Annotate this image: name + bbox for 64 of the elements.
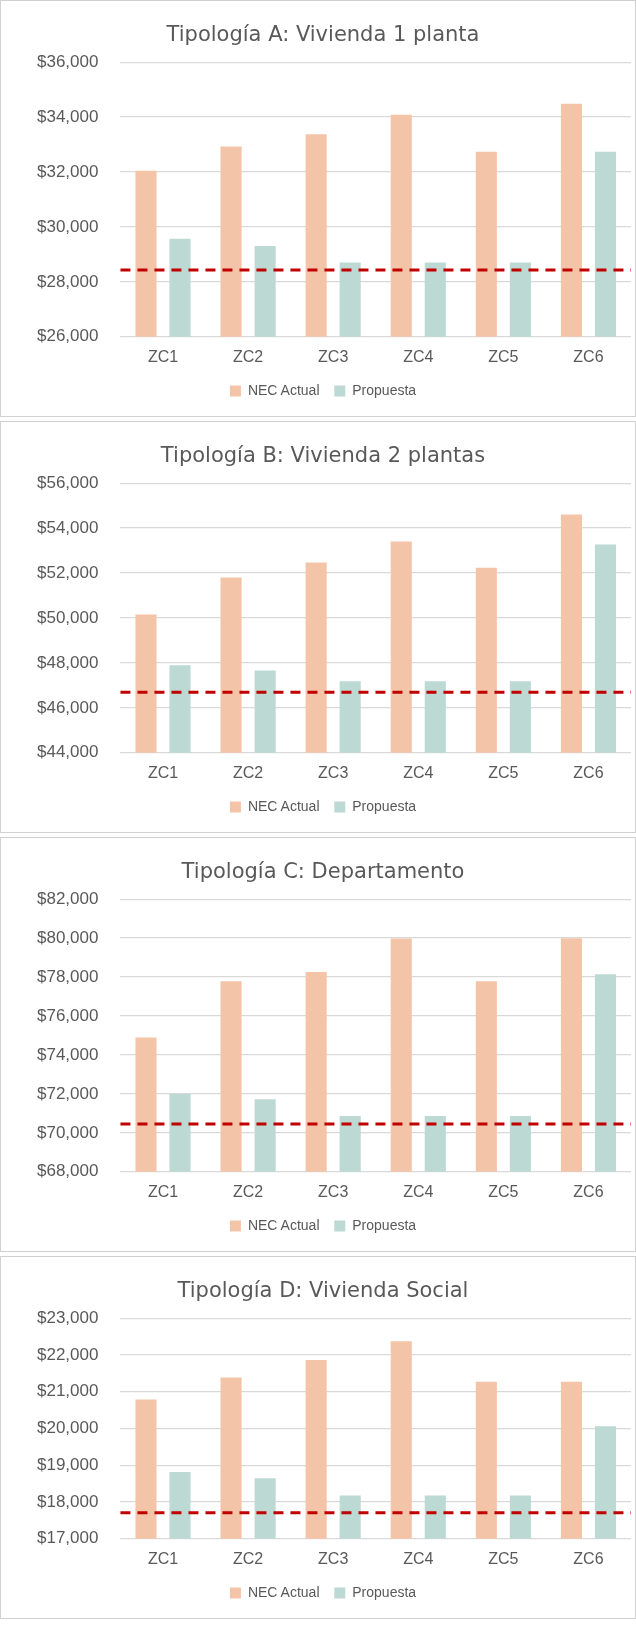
- y-tick-label: $78,000: [37, 966, 99, 986]
- x-tick-label: ZC1: [147, 1549, 179, 1567]
- x-tick-label: ZC6: [573, 1549, 604, 1567]
- x-tick-label: ZC3: [318, 1182, 349, 1200]
- x-tick-label: ZC4: [403, 763, 434, 781]
- y-tick-label: $36,000: [37, 51, 99, 71]
- legend-label: Propuesta: [352, 381, 417, 398]
- legend-label: NEC Actual: [247, 797, 320, 814]
- y-tick-label: $20,000: [37, 1418, 99, 1438]
- x-tick-label: ZC3: [318, 763, 349, 781]
- x-tick-label: ZC1: [147, 763, 179, 781]
- legend-label: Propuesta: [352, 797, 417, 814]
- y-tick-label: $52,000: [37, 562, 99, 582]
- y-tick-label: $18,000: [37, 1491, 99, 1511]
- y-tick-label: $21,000: [37, 1381, 99, 1401]
- y-tick-label: $26,000: [37, 326, 99, 346]
- y-tick-label: $34,000: [37, 106, 99, 126]
- x-tick-label: ZC6: [573, 347, 604, 365]
- x-tick-label: ZC2: [232, 1182, 264, 1200]
- x-tick-label: ZC1: [147, 1182, 179, 1200]
- chart-title: Tipología D: Vivienda Social: [176, 1278, 469, 1303]
- chart-title: Tipología B: Vivienda 2 plantas: [159, 443, 486, 468]
- legend-label: Propuesta: [352, 1216, 417, 1233]
- y-tick-label: $19,000: [37, 1454, 99, 1474]
- x-tick-label: ZC5: [488, 1182, 519, 1200]
- y-tick-label: $72,000: [37, 1083, 99, 1103]
- y-tick-label: $23,000: [37, 1307, 99, 1327]
- y-tick-label: $22,000: [37, 1344, 99, 1364]
- y-tick-label: $70,000: [37, 1122, 99, 1142]
- x-tick-label: ZC6: [573, 1182, 604, 1200]
- y-tick-label: $82,000: [37, 888, 99, 908]
- legend-label: Propuesta: [352, 1583, 417, 1600]
- x-tick-label: ZC2: [232, 763, 264, 781]
- y-tick-label: $48,000: [37, 652, 99, 672]
- y-tick-label: $28,000: [37, 271, 99, 291]
- y-tick-label: $44,000: [37, 742, 99, 762]
- y-tick-label: $56,000: [37, 472, 99, 492]
- chart-title: Tipología C: Departamento: [180, 859, 465, 884]
- legend-label: NEC Actual: [247, 1583, 320, 1600]
- chart-title: Tipología A: Vivienda 1 planta: [165, 22, 480, 47]
- x-tick-label: ZC4: [403, 1182, 434, 1200]
- x-tick-label: ZC6: [573, 763, 604, 781]
- legend-label: NEC Actual: [247, 381, 320, 398]
- y-tick-label: $46,000: [37, 697, 99, 717]
- y-tick-label: $74,000: [37, 1044, 99, 1064]
- x-tick-label: ZC2: [232, 1549, 264, 1567]
- y-tick-label: $50,000: [37, 607, 99, 627]
- x-tick-label: ZC5: [488, 763, 519, 781]
- legend-label: NEC Actual: [247, 1216, 320, 1233]
- y-tick-label: $32,000: [37, 161, 99, 181]
- x-tick-label: ZC3: [318, 347, 349, 365]
- x-tick-label: ZC4: [403, 347, 434, 365]
- x-tick-label: ZC5: [488, 347, 519, 365]
- y-tick-label: $76,000: [37, 1005, 99, 1025]
- y-tick-label: $17,000: [37, 1528, 99, 1548]
- x-tick-label: ZC5: [488, 1549, 519, 1567]
- x-tick-label: ZC1: [147, 347, 179, 365]
- x-tick-label: ZC3: [318, 1549, 349, 1567]
- x-tick-label: ZC2: [232, 347, 264, 365]
- x-tick-label: ZC4: [403, 1549, 434, 1567]
- y-tick-label: $68,000: [37, 1161, 99, 1181]
- y-tick-label: $30,000: [37, 216, 99, 236]
- y-tick-label: $80,000: [37, 927, 99, 947]
- y-tick-label: $54,000: [37, 517, 99, 537]
